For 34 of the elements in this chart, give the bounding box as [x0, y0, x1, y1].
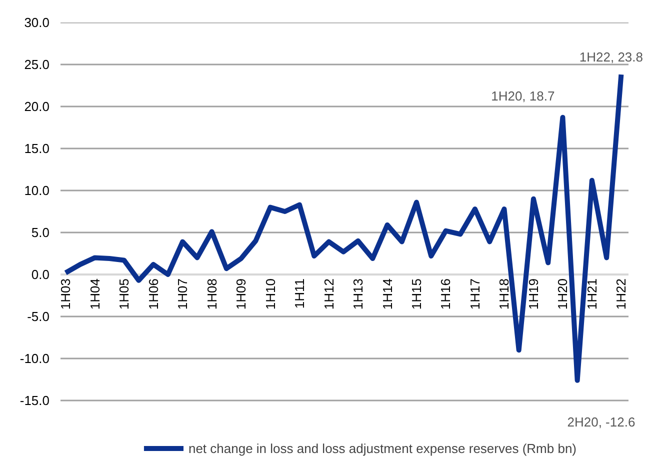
x-tick-label: 1H22 — [614, 278, 629, 310]
x-tick-label: 1H20 — [555, 278, 570, 310]
x-tick-label: 1H13 — [350, 278, 366, 310]
x-tick-label: 1H10 — [262, 278, 278, 310]
x-tick-label: 1H21 — [584, 278, 600, 310]
x-tick-label: 1H09 — [234, 278, 249, 310]
x-tick-label: 1H16 — [438, 278, 454, 310]
x-tick-label: 1H15 — [409, 278, 424, 310]
y-tick-label: -15.0 — [20, 393, 50, 408]
x-tick-label: 1H06 — [146, 278, 161, 310]
y-tick-label: 25.0 — [24, 57, 50, 72]
x-tick-label: 1H07 — [175, 278, 190, 310]
x-tick-label: 1H08 — [204, 278, 220, 310]
annotation: 1H22, 23.8 — [579, 50, 643, 65]
x-tick-label: 1H04 — [87, 278, 102, 310]
y-tick-label: 5.0 — [31, 225, 50, 240]
y-tick-label: 20.0 — [24, 99, 50, 114]
y-tick-label: 10.0 — [24, 183, 50, 198]
y-tick-label: 0.0 — [31, 267, 50, 282]
y-tick-label: -10.0 — [20, 351, 50, 366]
y-tick-label: 30.0 — [24, 15, 50, 30]
x-tick-label: 1H12 — [321, 278, 336, 310]
text: 2H20, -12.6 — [567, 414, 636, 430]
y-tick-label: 15.0 — [24, 141, 50, 156]
y-tick-label: -5.0 — [27, 309, 50, 324]
legend-label: net change in loss and loss adjustment expense reserves (Rmb bn) — [188, 440, 577, 456]
x-tick-label: 1H11 — [292, 278, 308, 309]
x-tick-label: 1H03 — [58, 278, 74, 310]
x-tick-label: 1H17 — [467, 278, 482, 310]
x-tick-label: 1H14 — [380, 278, 395, 310]
x-tick-label: 1H19 — [526, 278, 541, 310]
x-tick-label: 1H18 — [496, 278, 512, 310]
x-tick-label: 1H05 — [116, 278, 132, 310]
annotation: 1H20, 18.7 — [491, 88, 555, 104]
